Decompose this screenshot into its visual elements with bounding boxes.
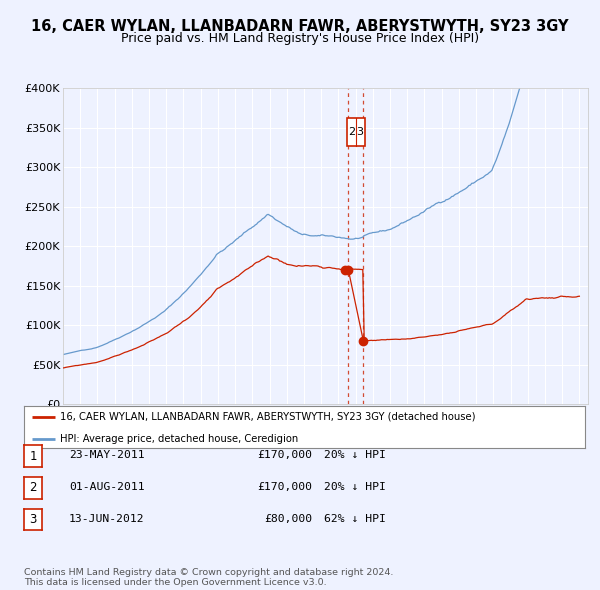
Text: 01-AUG-2011: 01-AUG-2011: [69, 483, 145, 492]
Text: 62% ↓ HPI: 62% ↓ HPI: [324, 514, 386, 524]
Text: 3: 3: [356, 127, 363, 137]
Text: 20% ↓ HPI: 20% ↓ HPI: [324, 451, 386, 460]
Text: 16, CAER WYLAN, LLANBADARN FAWR, ABERYSTWYTH, SY23 3GY (detached house): 16, CAER WYLAN, LLANBADARN FAWR, ABERYST…: [61, 412, 476, 422]
Text: £80,000: £80,000: [264, 514, 312, 524]
Text: Contains HM Land Registry data © Crown copyright and database right 2024.
This d: Contains HM Land Registry data © Crown c…: [24, 568, 394, 587]
Text: 3: 3: [29, 513, 37, 526]
Text: HPI: Average price, detached house, Ceredigion: HPI: Average price, detached house, Cere…: [61, 434, 299, 444]
Text: £170,000: £170,000: [257, 451, 312, 460]
Text: Price paid vs. HM Land Registry's House Price Index (HPI): Price paid vs. HM Land Registry's House …: [121, 32, 479, 45]
Text: 20% ↓ HPI: 20% ↓ HPI: [324, 483, 386, 492]
Text: 1: 1: [29, 450, 37, 463]
Text: 23-MAY-2011: 23-MAY-2011: [69, 451, 145, 460]
Text: 16, CAER WYLAN, LLANBADARN FAWR, ABERYSTWYTH, SY23 3GY: 16, CAER WYLAN, LLANBADARN FAWR, ABERYST…: [31, 19, 569, 34]
Text: 13-JUN-2012: 13-JUN-2012: [69, 514, 145, 524]
Text: 2: 2: [349, 127, 356, 137]
Text: 2: 2: [29, 481, 37, 494]
FancyBboxPatch shape: [347, 117, 365, 146]
Text: £170,000: £170,000: [257, 483, 312, 492]
